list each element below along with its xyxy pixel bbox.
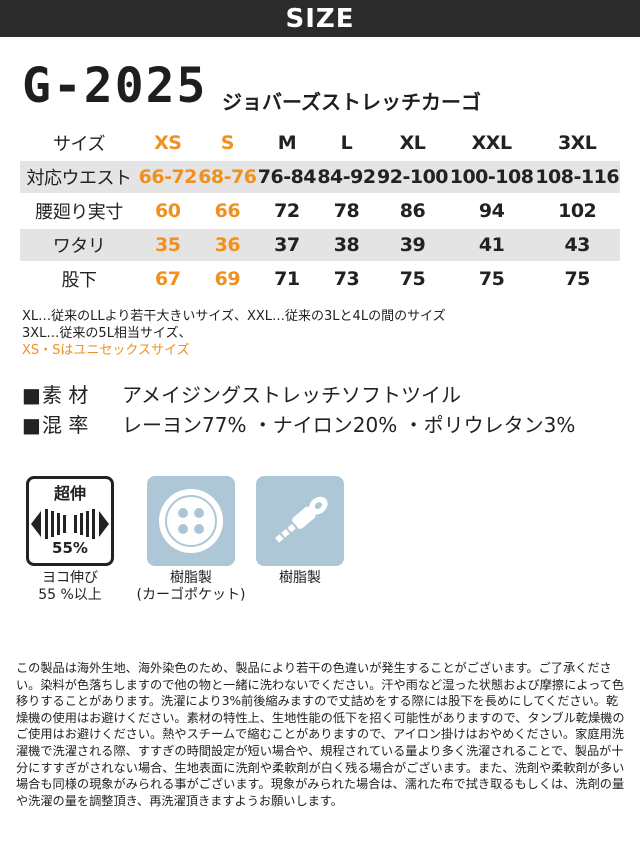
size-cell: 100-108 — [448, 161, 535, 193]
header-title: SIZE — [285, 3, 355, 34]
size-cell: 75 — [564, 268, 590, 290]
size-cell: XXL — [471, 132, 512, 154]
size-cell: 86 — [399, 200, 426, 222]
spec-marker: ■ — [22, 413, 41, 437]
note-line-unisex: XS・Sはユニセックスサイズ — [22, 343, 190, 358]
spec-row-material: ■ 素 材 アメイジングストレッチソフトツイル — [22, 380, 575, 410]
product-name: ジョバーズストレッチカーゴ — [222, 90, 481, 114]
size-table-row: ワタリ 35 36 37 38 39 41 43 — [20, 229, 620, 261]
size-cell: XS — [154, 132, 182, 154]
size-cell: 75 — [399, 268, 426, 290]
spec-label: 混 率 — [42, 413, 89, 437]
stretch-badge-bottom: 55% — [52, 539, 88, 557]
size-cell: 39 — [376, 229, 449, 261]
size-cell: S — [220, 132, 235, 154]
size-cell: 67 — [155, 268, 181, 290]
note-line-1: XL…従来のLLより若干大きいサイズ、XXL…従来の3Lと4Lの間のサイズ — [22, 309, 446, 324]
size-cell: 37 — [257, 229, 317, 261]
size-cell: L — [340, 132, 353, 154]
size-row-label: 腰廻り実寸 — [20, 195, 138, 227]
size-cell: 3XL — [557, 132, 597, 154]
spec-value: アメイジングストレッチソフトツイル — [122, 383, 461, 407]
page-header: SIZE — [0, 0, 640, 37]
size-notes: XL…従来のLLより若干大きいサイズ、XXL…従来の3Lと4Lの間のサイズ 3X… — [22, 308, 446, 359]
size-table-row: 股下 67 69 71 73 75 75 75 — [20, 263, 620, 295]
stretch-icon: 超伸 55% — [26, 476, 114, 566]
spec-row-blend: ■ 混 率 レーヨン77% ・ナイロン20% ・ポリウレタン3% — [22, 410, 575, 440]
size-row-label: ワタリ — [20, 229, 138, 261]
zipper-icon — [256, 476, 344, 566]
spec-label: 素 材 — [42, 383, 89, 407]
size-cell: 43 — [534, 229, 620, 261]
feature-caption: 55 %以上 — [38, 587, 102, 603]
feature-caption: ヨコ伸び — [42, 570, 98, 586]
feature-caption: (カーゴポケット) — [136, 587, 246, 603]
size-cell: 92-100 — [376, 161, 449, 193]
note-line-2: 3XL…従来の5L相当サイズ、 — [22, 326, 192, 341]
size-cell: 102 — [558, 200, 597, 222]
button-icon — [147, 476, 235, 566]
size-cell: 60 — [155, 200, 181, 222]
stretch-arrows-icon — [31, 509, 109, 539]
size-cell: 66-72 — [138, 161, 198, 193]
size-cell: 94 — [478, 200, 505, 222]
size-row-label: 対応ウエスト — [20, 161, 138, 193]
size-cell: 35 — [138, 229, 198, 261]
material-specs: ■ 素 材 アメイジングストレッチソフトツイル ■ 混 率 レーヨン77% ・ナ… — [22, 380, 575, 440]
size-cell: 75 — [478, 268, 505, 290]
size-cell: 76-84 — [257, 161, 317, 193]
size-cell: M — [277, 132, 297, 154]
size-table: サイズ XS S M L XL XXL 3XL 対応ウエスト 66-72 68-76 76-84 84-… — [20, 125, 620, 297]
size-cell: 38 — [316, 229, 377, 261]
size-table-row: サイズ XS S M L XL XXL 3XL — [20, 127, 620, 159]
spec-value: レーヨン77% ・ナイロン20% ・ポリウレタン3% — [122, 413, 576, 437]
size-row-label: サイズ — [20, 127, 138, 159]
size-table-row: 腰廻り実寸 60 66 72 78 86 94 102 — [20, 195, 620, 227]
spec-marker: ■ — [22, 383, 41, 407]
feature-button: 樹脂製 (カーゴポケット) — [136, 476, 246, 604]
size-cell: 69 — [214, 268, 241, 290]
feature-zipper: 樹脂製 — [252, 476, 348, 587]
size-cell: 71 — [274, 268, 300, 290]
model-number: G-2025 — [22, 58, 208, 114]
care-disclaimer: この製品は海外生地、海外染色のため、製品により若干の色違いが発生することがござい… — [16, 661, 625, 808]
size-cell: 41 — [448, 229, 535, 261]
size-cell: 73 — [333, 268, 360, 290]
size-cell: 68-76 — [197, 161, 258, 193]
size-table-row: 対応ウエスト 66-72 68-76 76-84 84-92 92-100 100-108 1… — [20, 161, 620, 193]
feature-stretch: 超伸 55% ヨコ伸び 55 %以上 — [22, 476, 118, 604]
size-cell: XL — [399, 132, 426, 154]
size-cell: 72 — [274, 200, 300, 222]
size-cell: 84-92 — [316, 161, 377, 193]
size-row-label: 股下 — [20, 263, 138, 295]
size-cell: 66 — [214, 200, 241, 222]
size-cell: 108-116 — [534, 161, 620, 193]
size-cell: 78 — [333, 200, 360, 222]
stretch-badge-top: 超伸 — [53, 484, 86, 503]
feature-caption: 樹脂製 — [279, 570, 321, 586]
feature-caption: 樹脂製 — [170, 570, 212, 586]
size-cell: 36 — [197, 229, 258, 261]
